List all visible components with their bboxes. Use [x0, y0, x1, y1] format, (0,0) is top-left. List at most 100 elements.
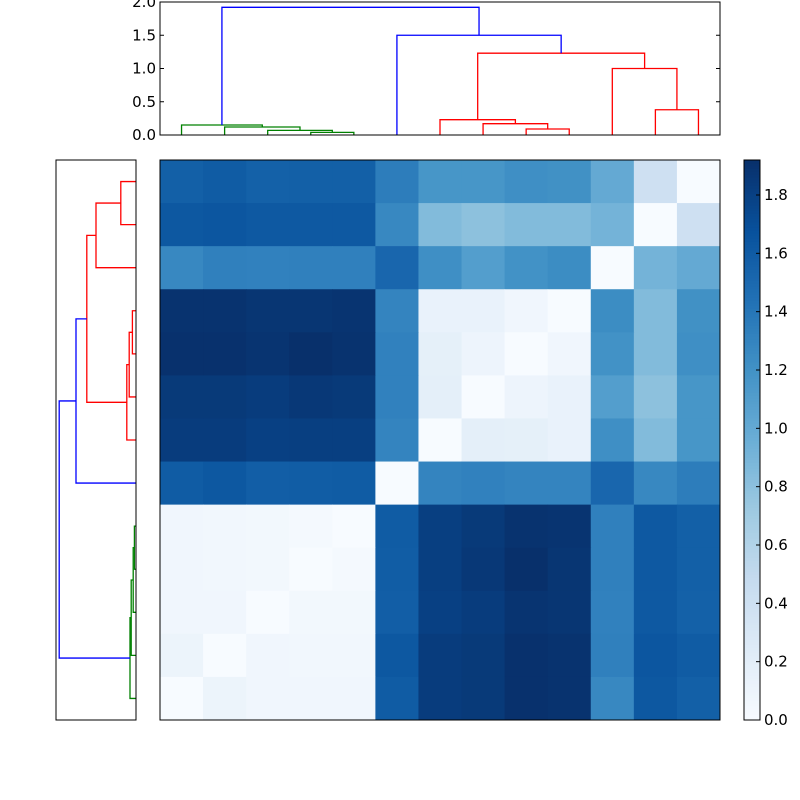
heatmap-cell [160, 633, 204, 678]
colorbar-segment [744, 286, 760, 290]
heatmap-cell [504, 203, 549, 247]
colorbar-segment [744, 630, 760, 634]
heatmap-cell [504, 676, 549, 721]
colorbar-segment [744, 403, 760, 407]
colorbar-segment [744, 375, 760, 379]
heatmap-cell [504, 375, 549, 419]
heatmap-cell [590, 289, 635, 333]
colorbar-segment [744, 440, 760, 444]
heatmap-cell [160, 504, 204, 549]
colorbar-segment [744, 543, 760, 547]
heatmap-cell [547, 633, 592, 678]
heatmap-cell [547, 676, 592, 721]
heatmap-cell [461, 160, 506, 204]
colorbar-segment [744, 706, 760, 710]
heatmap-cell [418, 375, 463, 419]
heatmap-cell [633, 160, 678, 204]
heatmap-cell [332, 203, 376, 247]
colorbar-segment [744, 336, 760, 340]
colorbar-segment [744, 174, 760, 178]
colorbar-segment [744, 342, 760, 346]
heatmap-cell [203, 332, 247, 376]
heatmap-cell [676, 160, 721, 204]
colorbar-segment [744, 557, 760, 561]
colorbar-segment [744, 417, 760, 421]
colorbar-tick-label: 0.2 [764, 653, 788, 671]
colorbar-segment [744, 339, 760, 343]
heatmap-cell [160, 246, 204, 290]
heatmap-cell [375, 547, 419, 592]
colorbar-segment [744, 162, 760, 167]
heatmap-cell [203, 676, 247, 721]
colorbar-segment [744, 202, 760, 206]
y-tick-label: 0.0 [132, 126, 156, 144]
colorbar-segment [744, 468, 760, 472]
heatmap-cell [246, 504, 290, 549]
colorbar-segment [744, 308, 760, 312]
heatmap-cell [203, 418, 247, 463]
heatmap-cell [590, 547, 635, 592]
heatmap-cell [418, 289, 463, 333]
colorbar-segment [744, 210, 760, 214]
heatmap-cell [547, 246, 592, 290]
left-dendrogram-frame [55, 159, 137, 721]
colorbar-segment [744, 703, 760, 707]
colorbar-segment [744, 428, 760, 433]
colorbar-segment [744, 409, 760, 413]
heatmap-cell [547, 203, 592, 247]
heatmap-cell [504, 633, 549, 678]
heatmap-cell [289, 633, 333, 678]
colorbar-segment [744, 353, 760, 357]
top-dendrogram: 0.0 0.5 1.0 1.5 2.0 [132, 0, 721, 144]
heatmap-cell [461, 461, 506, 506]
colorbar-segment [744, 392, 760, 396]
heatmap-cell [203, 375, 247, 419]
heatmap-cell [633, 504, 678, 549]
colorbar-segment [744, 255, 760, 259]
heatmap-cell [203, 547, 247, 592]
colorbar-segment [744, 168, 760, 172]
heatmap-cell [332, 461, 376, 506]
colorbar-segment [744, 244, 760, 248]
colorbar-segment [744, 680, 760, 685]
colorbar-segment [744, 666, 760, 671]
dendrogram-link [95, 202, 136, 269]
colorbar-segment [744, 518, 760, 522]
heatmap-cell [246, 676, 290, 721]
heatmap-cell [461, 375, 506, 419]
heatmap-cell [461, 547, 506, 592]
colorbar-segment [744, 437, 760, 441]
colorbar-segment [744, 316, 760, 321]
colorbar-segment [744, 470, 760, 475]
heatmap-cell [418, 246, 463, 290]
colorbar-segment [744, 434, 760, 438]
colorbar-segment [744, 482, 760, 486]
colorbar-segment [744, 493, 760, 497]
heatmap-cell [289, 375, 333, 419]
colorbar-tick-label: 1.6 [764, 244, 788, 262]
heatmap-cell [289, 246, 333, 290]
colorbar-segment [744, 510, 760, 514]
colorbar-segment [744, 610, 760, 615]
colorbar-segment [744, 479, 760, 483]
heatmap-cell [590, 418, 635, 463]
heatmap-cell [289, 332, 333, 376]
heatmap-cell [332, 289, 376, 333]
heatmap-cell [547, 461, 592, 506]
dendrogram-link [86, 234, 127, 403]
colorbar-segment [744, 260, 760, 265]
heatmap-cell [547, 332, 592, 376]
heatmap-cell [160, 676, 204, 721]
colorbar-segment [744, 188, 760, 192]
heatmap-cell [504, 289, 549, 333]
colorbar-segment [744, 526, 760, 531]
heatmap-cell [633, 203, 678, 247]
colorbar-tick-label: 1.0 [764, 419, 788, 437]
heatmap-cell [418, 418, 463, 463]
heatmap-cell [461, 203, 506, 247]
heatmap-cell [289, 547, 333, 592]
heatmap-cell [246, 203, 290, 247]
heatmap-cell [461, 418, 506, 463]
colorbar-segment [744, 532, 760, 536]
